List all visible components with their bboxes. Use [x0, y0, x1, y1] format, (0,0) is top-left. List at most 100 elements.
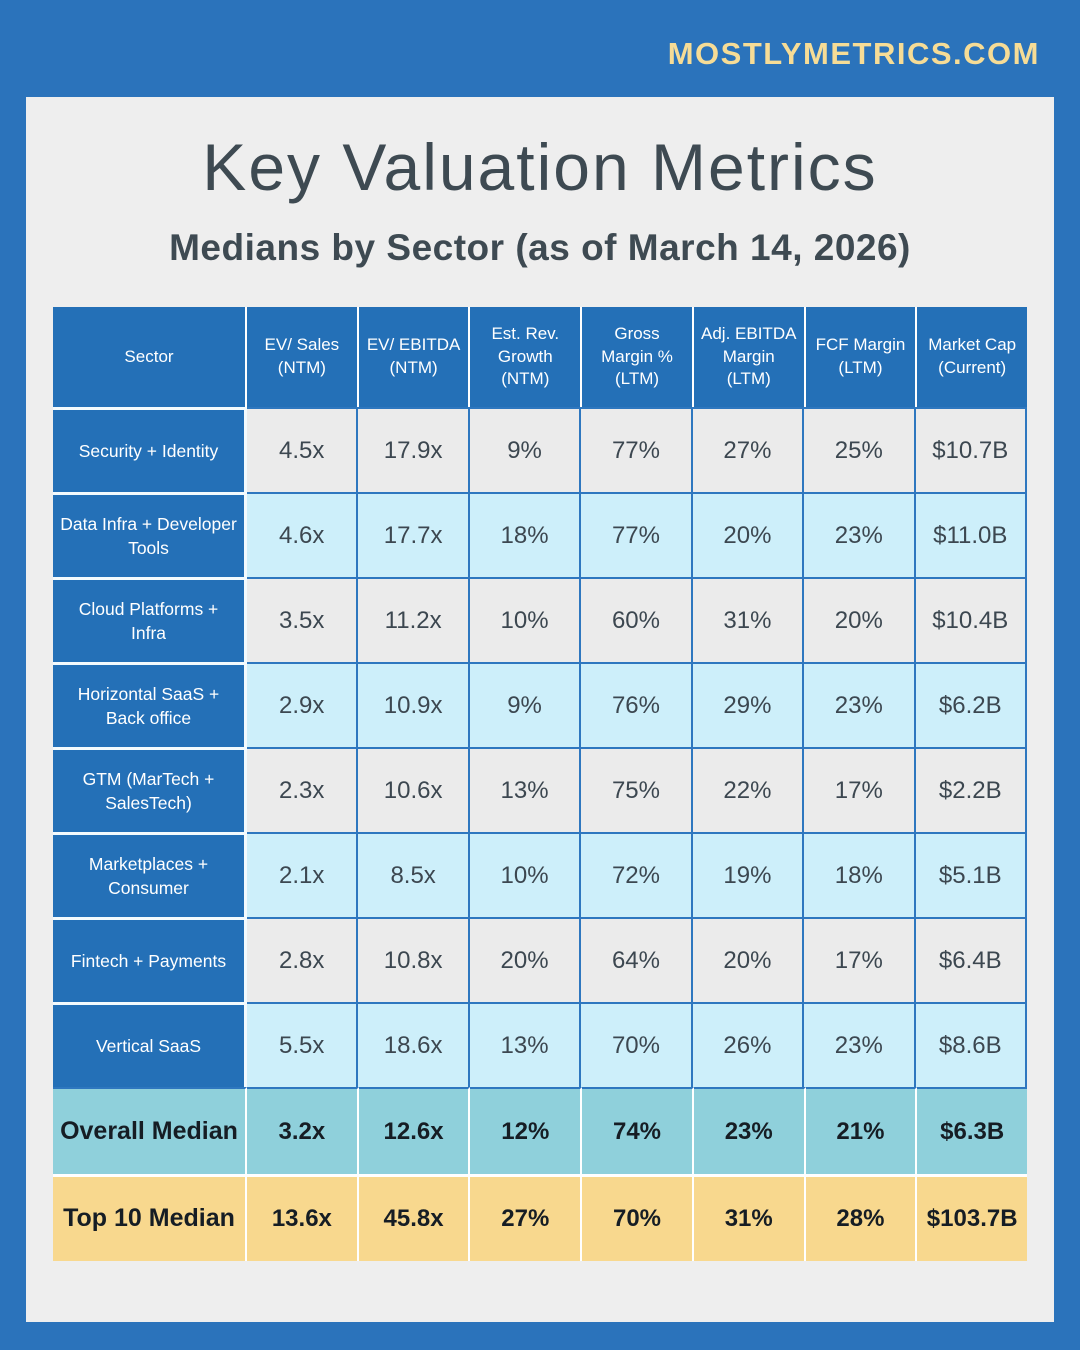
value-cell: $10.4B	[915, 577, 1027, 662]
sector-cell: Security + Identity	[53, 407, 247, 492]
sector-cell: Top 10 Median	[53, 1174, 247, 1261]
value-cell: 18%	[804, 832, 916, 917]
value-cell: 74%	[582, 1087, 694, 1174]
sector-cell: Horizontal SaaS + Back office	[53, 662, 247, 747]
value-cell: 17.9x	[358, 407, 470, 492]
table-row: Data Infra + Developer Tools 4.6x 17.7x 18%…	[53, 492, 1027, 577]
table-row: Cloud Platforms + Infra 3.5x 11.2x 10% 60% 31…	[53, 577, 1027, 662]
content-panel: Key Valuation Metrics Medians by Sector …	[26, 97, 1054, 1322]
sector-cell: Cloud Platforms + Infra	[53, 577, 247, 662]
table-row: Top 10 Median 13.6x 45.8x 27% 70% 31% 28% $103.…	[53, 1174, 1028, 1261]
value-cell: 77%	[581, 492, 693, 577]
value-cell: 9%	[469, 662, 582, 747]
column-header: Gross Margin % (LTM)	[582, 307, 694, 407]
column-header: EV/ Sales (NTM)	[247, 307, 359, 407]
sector-cell: Marketplaces + Consumer	[53, 832, 247, 917]
table-row: Overall Median 3.2x 12.6x 12% 74% 23% 21% $6.3B	[53, 1087, 1028, 1174]
value-cell: 8.5x	[358, 832, 470, 917]
value-cell: 21%	[805, 1087, 918, 1174]
value-cell: 23%	[804, 1002, 916, 1087]
value-cell: 10.8x	[358, 917, 470, 1002]
value-cell: 76%	[581, 662, 693, 747]
value-cell: 70%	[581, 1002, 693, 1087]
value-cell: 2.8x	[247, 917, 359, 1002]
value-cell: 22%	[692, 747, 805, 832]
sector-cell: GTM (MarTech + SalesTech)	[53, 747, 247, 832]
value-cell: 27%	[470, 1174, 583, 1261]
table-row: Vertical SaaS 5.5x 18.6x 13% 70% 26% 23% $8.6B	[53, 1002, 1027, 1087]
value-cell: $103.7B	[917, 1174, 1028, 1261]
value-cell: 70%	[582, 1174, 694, 1261]
value-cell: $10.7B	[915, 407, 1027, 492]
value-cell: 3.2x	[247, 1087, 359, 1174]
value-cell: $6.3B	[917, 1087, 1028, 1174]
value-cell: 20%	[804, 577, 916, 662]
value-cell: 60%	[581, 577, 693, 662]
value-cell: 13%	[469, 747, 582, 832]
table-row: Marketplaces + Consumer 2.1x 8.5x 10% 72% 19%…	[53, 832, 1027, 917]
value-cell: 17%	[804, 917, 916, 1002]
table-row: Security + Identity 4.5x 17.9x 9% 77% 27% 25% $…	[53, 407, 1027, 492]
value-cell: 23%	[804, 492, 916, 577]
value-cell: 23%	[804, 662, 916, 747]
value-cell: $11.0B	[915, 492, 1027, 577]
valuation-metrics-table: Sector EV/ Sales (NTM) EV/ EBITDA (NTM) Est…	[53, 307, 1028, 1261]
value-cell: 20%	[692, 917, 805, 1002]
value-cell: 12.6x	[358, 1087, 471, 1174]
value-cell: 13%	[469, 1002, 582, 1087]
table-row: Fintech + Payments 2.8x 10.8x 20% 64% 20% 17% $…	[53, 917, 1027, 1002]
sector-cell: Overall Median	[53, 1087, 247, 1174]
table-header-row: Sector EV/ Sales (NTM) EV/ EBITDA (NTM) Est…	[53, 307, 1028, 407]
value-cell: 27%	[692, 407, 805, 492]
value-cell: 18%	[469, 492, 582, 577]
table-body: Security + Identity 4.5x 17.9x 9% 77% 27% 25% $…	[53, 407, 1028, 1261]
value-cell: $6.2B	[915, 662, 1027, 747]
value-cell: 2.9x	[247, 662, 359, 747]
value-cell: 11.2x	[358, 577, 470, 662]
value-cell: 25%	[804, 407, 916, 492]
value-cell: 18.6x	[358, 1002, 470, 1087]
value-cell: $8.6B	[915, 1002, 1027, 1087]
column-header-sector: Sector	[53, 307, 247, 407]
value-cell: 2.3x	[247, 747, 359, 832]
value-cell: 29%	[692, 662, 805, 747]
value-cell: 10%	[469, 577, 582, 662]
table-row: GTM (MarTech + SalesTech) 2.3x 10.6x 13% 75%…	[53, 747, 1027, 832]
value-cell: 4.5x	[247, 407, 359, 492]
value-cell: 28%	[805, 1174, 918, 1261]
value-cell: 3.5x	[247, 577, 359, 662]
value-cell: 13.6x	[247, 1174, 359, 1261]
value-cell: 77%	[581, 407, 693, 492]
value-cell: 64%	[581, 917, 693, 1002]
value-cell: 20%	[692, 492, 805, 577]
value-cell: 5.5x	[247, 1002, 359, 1087]
value-cell: $2.2B	[915, 747, 1027, 832]
value-cell: 12%	[470, 1087, 583, 1174]
value-cell: 4.6x	[247, 492, 359, 577]
brand-logo: MOSTLYMETRICS.COM	[667, 36, 1040, 71]
value-cell: $6.4B	[915, 917, 1027, 1002]
value-cell: 10%	[469, 832, 582, 917]
value-cell: 2.1x	[247, 832, 359, 917]
value-cell: $5.1B	[915, 832, 1027, 917]
value-cell: 17.7x	[358, 492, 470, 577]
column-header: Adj. EBITDA Margin (LTM)	[693, 307, 806, 407]
page-subtitle: Medians by Sector (as of March 14, 2026)	[169, 227, 911, 268]
sector-cell: Fintech + Payments	[53, 917, 247, 1002]
value-cell: 45.8x	[358, 1174, 471, 1261]
sector-cell: Data Infra + Developer Tools	[53, 492, 247, 577]
value-cell: 10.9x	[358, 662, 470, 747]
value-cell: 23%	[693, 1087, 806, 1174]
column-header: Market Cap (Current)	[917, 307, 1028, 407]
value-cell: 10.6x	[358, 747, 470, 832]
table-row: Horizontal SaaS + Back office 2.9x 10.9x 9%…	[53, 662, 1027, 747]
value-cell: 75%	[581, 747, 693, 832]
column-header: EV/ EBITDA (NTM)	[358, 307, 471, 407]
value-cell: 26%	[692, 1002, 805, 1087]
column-header: Est. Rev. Growth (NTM)	[470, 307, 583, 407]
value-cell: 9%	[469, 407, 582, 492]
page-title: Key Valuation Metrics	[202, 130, 878, 204]
value-cell: 17%	[804, 747, 916, 832]
value-cell: 72%	[581, 832, 693, 917]
